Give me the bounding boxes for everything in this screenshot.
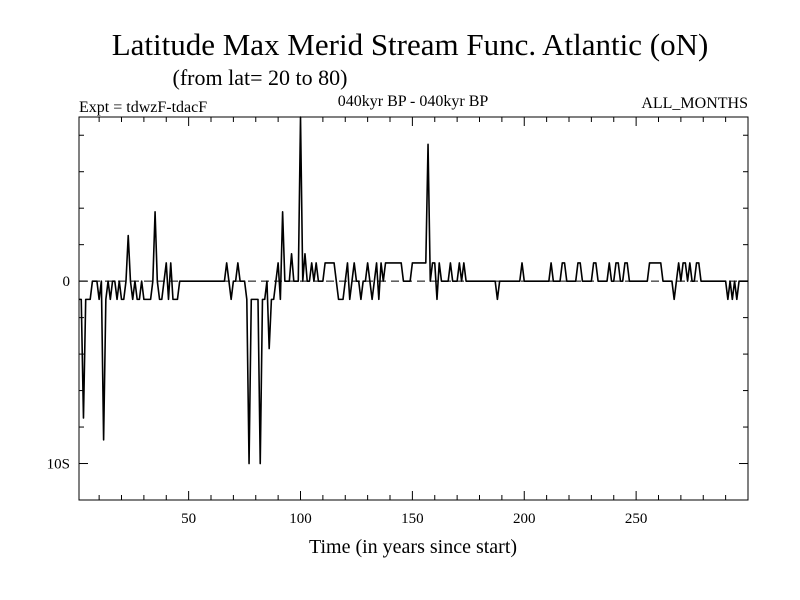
y-tick-label: 0 bbox=[63, 274, 71, 290]
series-layer bbox=[79, 116, 748, 465]
tick-labels-layer: 50 100 150 200 250 0 10S bbox=[47, 274, 648, 527]
chart-title: Latitude Max Merid Stream Func. Atlantic… bbox=[112, 27, 709, 62]
x-tick-label: 150 bbox=[401, 511, 424, 527]
expt-label: Expt = tdwzF-tdacF bbox=[79, 99, 207, 116]
series-line bbox=[79, 116, 748, 465]
ticks-layer bbox=[79, 117, 749, 500]
period-label: 040kyr BP - 040kyr BP bbox=[338, 93, 489, 110]
chart-subtitle: (from lat= 20 to 80) bbox=[173, 65, 348, 90]
x-tick-label: 50 bbox=[181, 511, 196, 527]
x-tick-label: 100 bbox=[289, 511, 312, 527]
months-label: ALL_MONTHS bbox=[641, 95, 748, 112]
x-tick-label: 250 bbox=[625, 511, 648, 527]
y-tick-label: 10S bbox=[47, 457, 70, 473]
x-axis-label: Time (in years since start) bbox=[309, 536, 517, 558]
plot-frame bbox=[78, 116, 749, 501]
x-tick-label: 200 bbox=[513, 511, 536, 527]
